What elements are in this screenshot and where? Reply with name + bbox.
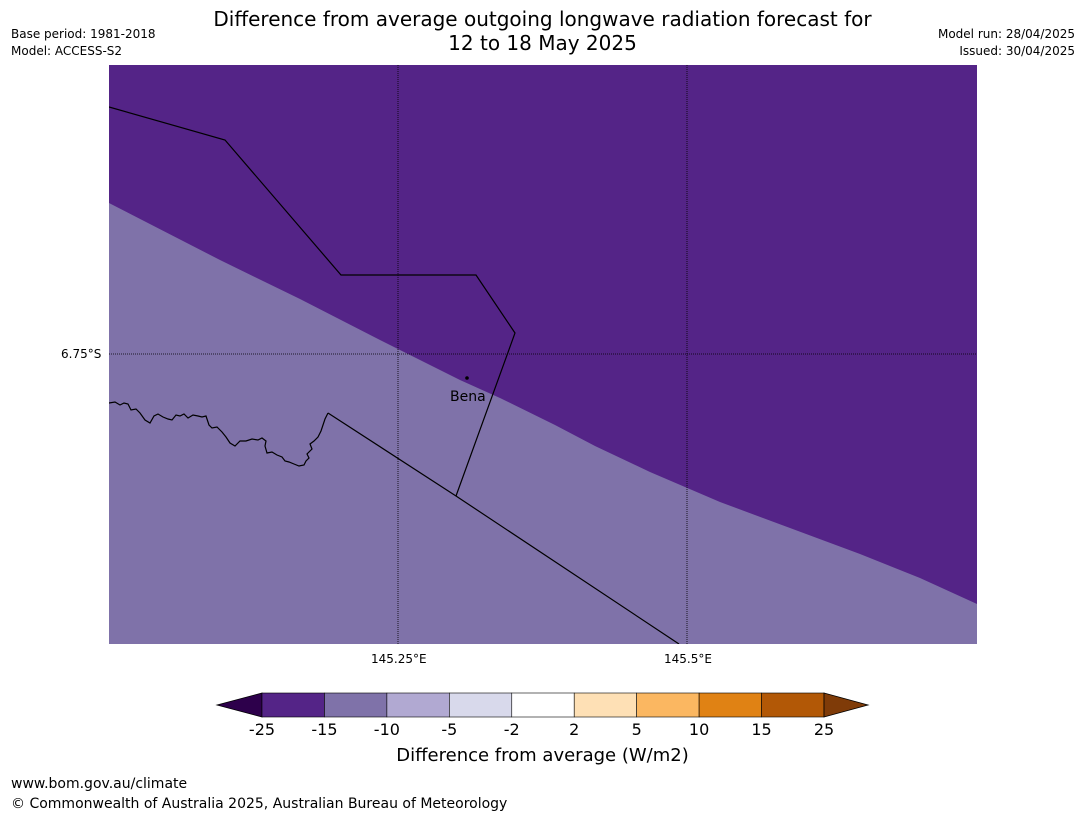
- province-boundary-north: [109, 106, 516, 497]
- colorbar-segment: [573, 692, 637, 718]
- model-info: Base period: 1981-2018 Model: ACCESS-S2: [11, 26, 156, 60]
- colorbar-segment: [261, 692, 325, 718]
- map-title-line-1: Difference from average outgoing longwav…: [213, 7, 872, 31]
- colorbar-segment: [449, 692, 513, 718]
- colorbar-tick-label: -2: [503, 720, 520, 739]
- colorbar-segments: [261, 692, 825, 718]
- colorbar-title: Difference from average (W/m2): [396, 745, 689, 766]
- base-period-text: Base period: 1981-2018: [11, 27, 156, 41]
- colorbar: [215, 692, 870, 718]
- model-name-text: Model: ACCESS-S2: [11, 44, 123, 58]
- colorbar-tick-label: 5: [631, 720, 642, 739]
- model-run-text: Model run: 28/04/2025: [937, 27, 1075, 41]
- footer-url: www.bom.gov.au/climate: [11, 776, 188, 792]
- footer-copyright: © Commonwealth of Australia 2025, Austra…: [11, 796, 508, 812]
- map-title: Difference from average outgoing longwav…: [0, 7, 1085, 55]
- colorbar-segment: [698, 692, 762, 718]
- colorbar-over-arrow: [823, 692, 870, 718]
- colorbar-segment: [636, 692, 700, 718]
- longitude-label-145-25e: 145.25°E: [371, 652, 427, 666]
- colorbar-segment: [761, 692, 825, 718]
- longitude-label-145-5e: 145.5°E: [664, 652, 712, 666]
- colorbar-tick-label: 15: [751, 720, 772, 739]
- map-title-line-2: 12 to 18 May 2025: [448, 31, 637, 55]
- bena-marker: [465, 376, 469, 380]
- colorbar-segment: [386, 692, 450, 718]
- issued-date-text: Issued: 30/04/2025: [959, 44, 1075, 58]
- colorbar-tick-label: 2: [569, 720, 580, 739]
- colorbar-tick-label: 10: [688, 720, 710, 739]
- colorbar-segment: [324, 692, 388, 718]
- anomaly-region-minus-25-to-minus-15: [109, 65, 977, 604]
- coastline: [109, 401, 329, 467]
- colorbar-under-arrow: [215, 692, 263, 718]
- colorbar-tick-label: -10: [373, 720, 400, 739]
- colorbar-tick-label: -5: [441, 720, 458, 739]
- latitude-label-6-75s: 6.75°S: [61, 347, 102, 361]
- run-info: Model run: 28/04/2025 Issued: 30/04/2025: [938, 26, 1075, 60]
- province-boundary-south: [327, 412, 680, 644]
- place-label-bena: Bena: [450, 389, 486, 405]
- colorbar-tick-label: -25: [248, 720, 276, 739]
- colorbar-tick-label: 25: [813, 720, 835, 739]
- colorbar-tick-label: -15: [311, 720, 338, 739]
- map-area: Bena: [109, 65, 977, 644]
- colorbar-segment: [511, 692, 575, 718]
